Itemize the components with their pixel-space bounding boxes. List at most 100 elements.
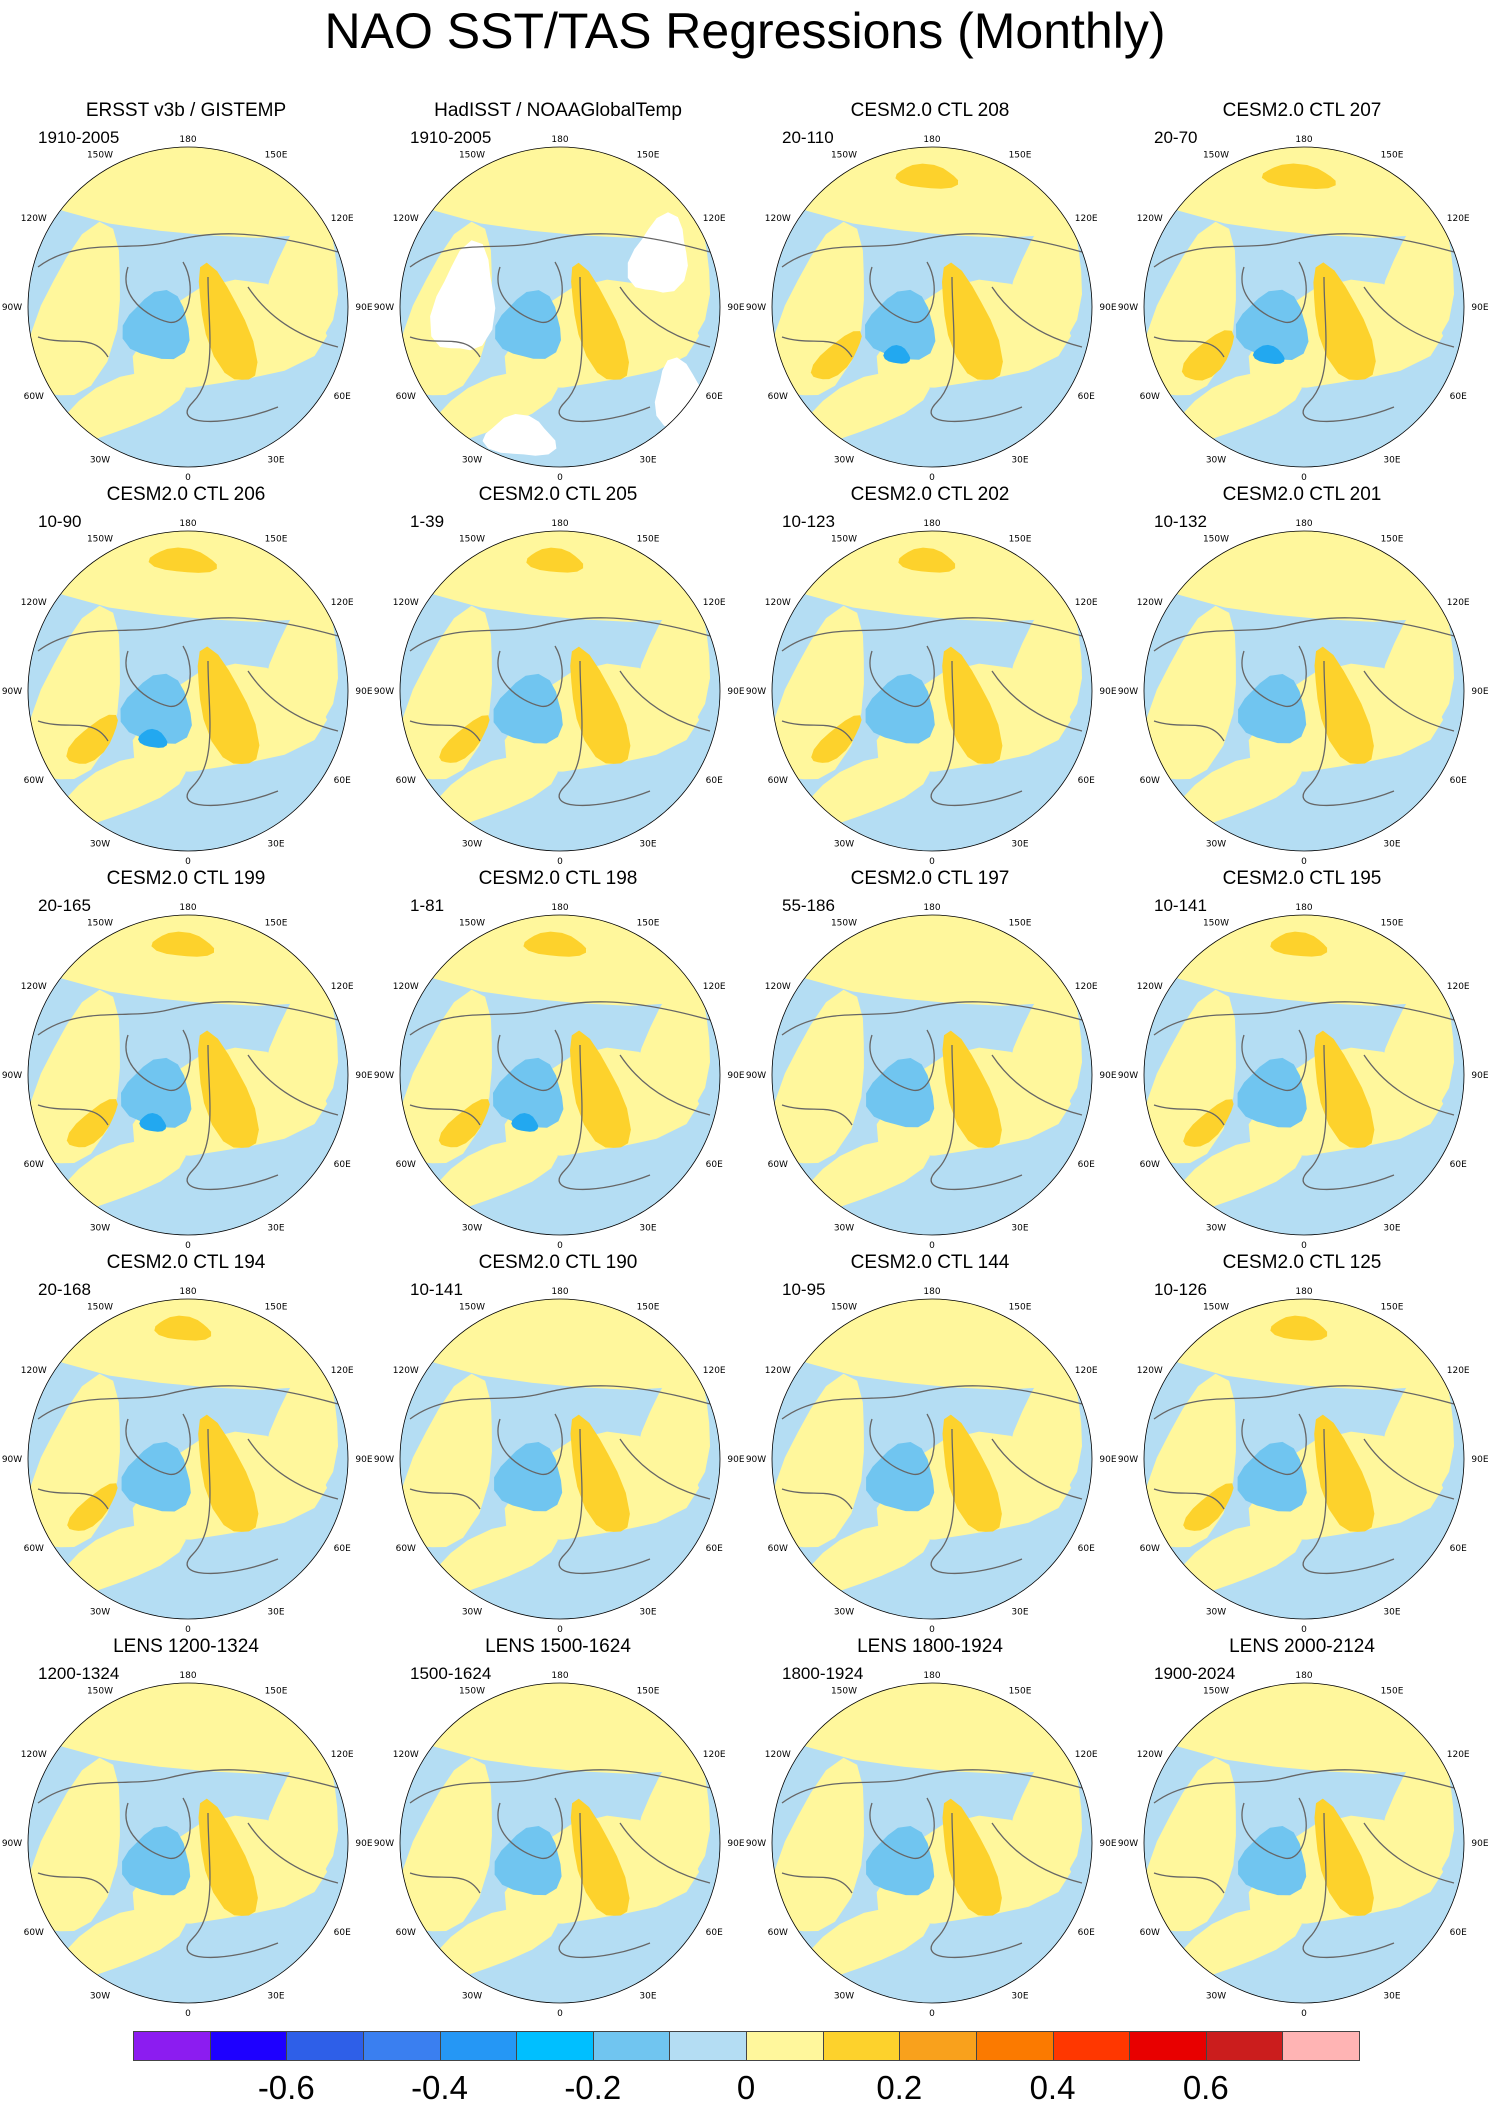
longitude-label: 30W: [834, 839, 854, 849]
map-panel: 180 150E 120E 90E 60E 30E 0 30W 60W 90W 120W 150W CE…: [1116, 868, 1488, 1248]
longitude-label: 30E: [1011, 839, 1028, 849]
longitude-label: 30W: [90, 839, 110, 849]
negative-anomaly-region: [121, 1441, 191, 1512]
coastline: [869, 1029, 935, 1091]
longitude-label: 120E: [703, 982, 726, 992]
longitude-label: 120W: [765, 1366, 791, 1376]
coastline: [781, 1001, 1083, 1036]
map-panel: 180 150E 120E 90E 60E 30E 0 30W 60W 90W 120W 150W LE…: [1116, 1636, 1488, 2016]
longitude-label: 150W: [459, 535, 485, 545]
figure-title: NAO SST/TAS Regressions (Monthly): [324, 3, 1166, 59]
longitude-label: 60W: [396, 1928, 416, 1938]
longitude-label: 60E: [1078, 392, 1095, 402]
warm-anomaly-region: [635, 1363, 710, 1502]
longitude-label: 0: [1301, 1241, 1307, 1248]
longitude-label: 120E: [1075, 214, 1098, 224]
longitude-label: 30E: [1383, 455, 1400, 465]
longitude-label: 0: [1301, 857, 1307, 864]
map-panel: 180 150E 120E 90E 60E 30E 0 30W 60W 90W 120W 150W LE…: [0, 1636, 372, 2016]
warm-anomaly-region: [772, 1757, 864, 1932]
longitude-label: 120E: [1075, 598, 1098, 608]
map-panel: 180 150E 120E 90E 60E 30E 0 30W 60W 90W 120W 150W CE…: [744, 100, 1116, 480]
longitude-label: 150W: [87, 535, 113, 545]
map-boundary: [399, 1682, 721, 2004]
colorbar-label: -0.4: [411, 2069, 468, 2106]
longitude-label: 90E: [727, 1455, 744, 1465]
longitude-label: 180: [551, 135, 568, 145]
longitude-label: 150E: [265, 1303, 288, 1313]
longitude-label: 0: [557, 857, 563, 864]
warm-anomaly-region: [795, 1140, 930, 1213]
coastline: [497, 1029, 563, 1091]
longitude-label: 30W: [834, 1607, 854, 1617]
map-panel: 180 150E 120E 90E 60E 30E 0 30W 60W 90W 120W 150W LE…: [744, 1636, 1116, 2016]
coastline: [869, 1413, 935, 1475]
negative-anomaly-region: [1252, 344, 1285, 364]
positive-anomaly-region: [198, 1414, 259, 1532]
longitude-label: 0: [929, 1241, 935, 1248]
positive-anomaly-region: [148, 547, 217, 573]
longitude-label: 90W: [1118, 303, 1138, 313]
longitude-label: 150E: [637, 1687, 660, 1697]
longitude-label: 30W: [462, 1991, 482, 2001]
coastline: [247, 1438, 339, 1500]
longitude-label: 60W: [24, 1544, 44, 1554]
colorbar-swatch: [133, 2031, 211, 2061]
longitude-label: 120E: [1447, 598, 1470, 608]
negative-anomaly-region: [121, 1057, 192, 1128]
panel-period: 1910-2005: [38, 128, 120, 147]
panel-period: 55-186: [782, 896, 835, 915]
longitude-label: 90E: [1099, 1455, 1116, 1465]
longitude-label: 180: [1295, 135, 1312, 145]
longitude-label: 60W: [1140, 1928, 1160, 1938]
positive-anomaly-region: [526, 547, 584, 573]
panel-period: 10-90: [38, 512, 82, 531]
map-panel: 180 150E 120E 90E 60E 30E 0 30W 60W 90W 120W 150W CE…: [0, 484, 372, 864]
coastline: [37, 1872, 109, 1894]
map-boundary: [771, 530, 1093, 852]
colorbar-swatch: [746, 2031, 824, 2061]
longitude-label: 120W: [765, 598, 791, 608]
warm-anomaly-region: [423, 1140, 558, 1213]
longitude-label: 60W: [24, 776, 44, 786]
panel-period: 20-70: [1154, 128, 1198, 147]
coastline: [125, 1797, 191, 1859]
longitude-label: 150E: [1009, 1687, 1032, 1697]
longitude-label: 0: [929, 1625, 935, 1632]
coastline: [781, 1488, 853, 1510]
map-boundary: [1143, 1298, 1465, 1620]
coastline: [781, 1385, 1083, 1420]
longitude-label: 60E: [334, 776, 351, 786]
panel-title: CESM2.0 CTL 195: [1222, 868, 1382, 889]
longitude-label: 90W: [2, 303, 22, 313]
longitude-label: 30W: [90, 455, 110, 465]
warm-anomaly-region: [263, 1747, 338, 1886]
colorbar-swatch: [899, 2031, 977, 2061]
panel-title: CESM2.0 CTL 190: [478, 1252, 638, 1273]
map-panel: 180 150E 120E 90E 60E 30E 0 30W 60W 90W 120W 150W CE…: [744, 868, 1116, 1248]
coastline: [869, 261, 935, 323]
panel-period: 10-123: [782, 512, 835, 531]
positive-anomaly-region: [198, 262, 258, 380]
warm-anomaly-region: [1379, 595, 1454, 734]
longitude-label: 120W: [393, 598, 419, 608]
longitude-label: 60E: [1078, 1544, 1095, 1554]
longitude-label: 150E: [637, 919, 660, 929]
polar-map: 180 150E 120E 90E 60E 30E 0 30W 60W 90W 120W 150W: [746, 519, 1116, 864]
coastline: [186, 1044, 279, 1191]
longitude-label: 180: [179, 903, 196, 913]
map-panel: 180 150E 120E 90E 60E 30E 0 30W 60W 90W 120W 150W CE…: [0, 1252, 372, 1632]
panel-period: 1-81: [410, 896, 445, 915]
longitude-label: 60E: [706, 1928, 723, 1938]
coastline: [497, 1797, 563, 1859]
coastline: [409, 1001, 711, 1036]
warm-anomaly-region: [51, 1524, 186, 1597]
positive-anomaly-region: [151, 931, 214, 957]
negative-anomaly-region: [511, 1113, 539, 1132]
longitude-label: 180: [1295, 1671, 1312, 1681]
polar-map: 180 150E 120E 90E 60E 30E 0 30W 60W 90W 120W 150W: [746, 1671, 1116, 2016]
panel-title: ERSST v3b / GISTEMP: [85, 100, 287, 121]
longitude-label: 150W: [1203, 1303, 1229, 1313]
panel-title: CESM2.0 CTL 201: [1222, 484, 1382, 505]
longitude-label: 150W: [87, 919, 113, 929]
